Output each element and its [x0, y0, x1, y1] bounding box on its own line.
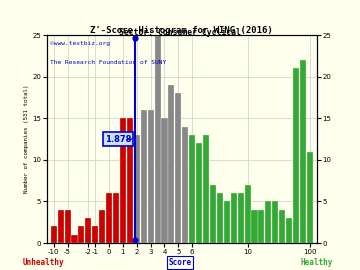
Bar: [300, 60, 306, 243]
Bar: [71, 235, 77, 243]
Bar: [51, 226, 57, 243]
Y-axis label: Number of companies (531 total): Number of companies (531 total): [24, 85, 30, 193]
Bar: [161, 118, 167, 243]
Title: Z'-Score Histogram for WING (2016): Z'-Score Histogram for WING (2016): [90, 26, 273, 35]
Bar: [175, 93, 181, 243]
Text: Score: Score: [168, 258, 192, 267]
Bar: [189, 135, 195, 243]
Bar: [182, 127, 188, 243]
Bar: [279, 210, 285, 243]
Bar: [307, 151, 313, 243]
Bar: [217, 193, 223, 243]
Bar: [148, 110, 154, 243]
Text: ©www.textbiz.org: ©www.textbiz.org: [50, 41, 109, 46]
Text: Sector: Consumer Cyclical: Sector: Consumer Cyclical: [119, 28, 241, 37]
Bar: [134, 135, 140, 243]
Bar: [58, 210, 64, 243]
Bar: [78, 226, 85, 243]
Text: 1.878: 1.878: [105, 134, 131, 144]
Bar: [196, 143, 202, 243]
Bar: [258, 210, 265, 243]
Bar: [224, 201, 230, 243]
Bar: [99, 210, 105, 243]
Bar: [92, 226, 98, 243]
Bar: [141, 110, 147, 243]
Bar: [265, 201, 271, 243]
Bar: [272, 201, 278, 243]
Text: Unhealthy: Unhealthy: [22, 258, 64, 267]
Bar: [231, 193, 237, 243]
Bar: [210, 185, 216, 243]
Bar: [113, 193, 119, 243]
Bar: [293, 68, 299, 243]
Bar: [64, 210, 71, 243]
Bar: [286, 218, 292, 243]
Bar: [251, 210, 257, 243]
Bar: [127, 118, 133, 243]
Text: The Research Foundation of SUNY: The Research Foundation of SUNY: [50, 60, 166, 65]
Bar: [85, 218, 91, 243]
Bar: [154, 35, 161, 243]
Bar: [244, 185, 251, 243]
Text: Healthy: Healthy: [301, 258, 333, 267]
Bar: [106, 193, 112, 243]
Bar: [120, 118, 126, 243]
Bar: [168, 85, 175, 243]
Bar: [203, 135, 209, 243]
Bar: [238, 193, 244, 243]
